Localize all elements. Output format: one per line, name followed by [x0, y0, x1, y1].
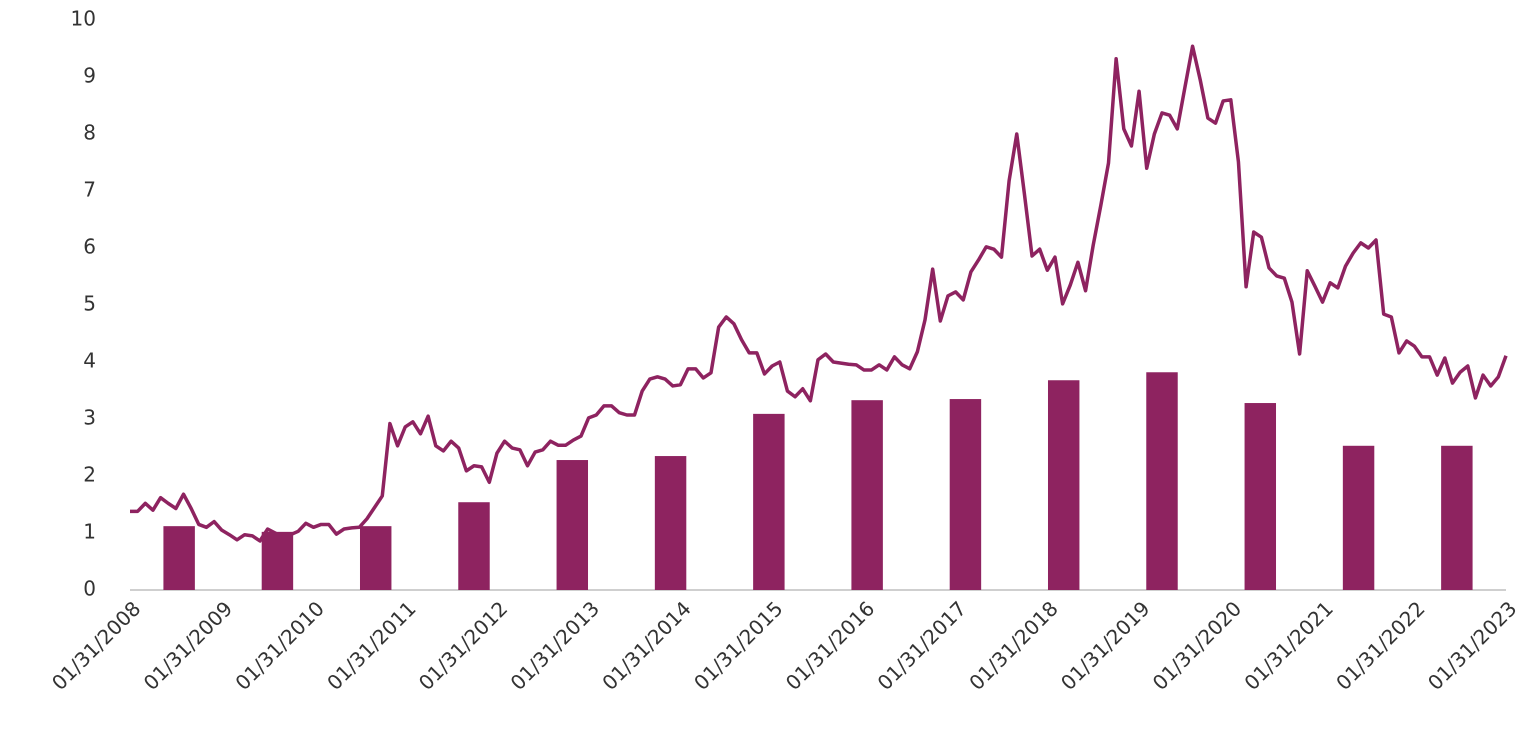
x-tick-label: 01/31/2019: [1056, 596, 1154, 694]
bar: [359, 526, 392, 590]
x-tick-label: 01/31/2022: [1331, 596, 1429, 694]
y-tick-label: 7: [83, 178, 96, 202]
y-tick-label: 0: [83, 577, 96, 601]
x-tick-label: 01/31/2020: [1148, 596, 1246, 694]
bar: [1342, 445, 1375, 590]
y-tick-label: 8: [83, 121, 96, 145]
bar: [458, 502, 490, 590]
bar: [163, 526, 195, 590]
x-tick-label: 01/31/2008: [47, 596, 145, 694]
bar: [556, 460, 589, 590]
line: [130, 44, 1508, 543]
bar: [1047, 380, 1080, 590]
x-tick-label: 01/31/2011: [322, 596, 420, 694]
x-tick-label: 01/31/2015: [689, 596, 787, 694]
bar: [1146, 372, 1178, 590]
y-tick-label: 10: [71, 7, 96, 31]
bar: [753, 413, 785, 590]
y-tick-label: 3: [83, 406, 96, 430]
y-tick-label: 4: [83, 349, 96, 373]
x-tick-label: 01/31/2016: [781, 596, 879, 694]
x-tick-label: 01/31/2012: [414, 596, 512, 694]
bar: [851, 400, 883, 590]
bar: [1244, 403, 1277, 590]
y-tick-label: 5: [83, 292, 96, 316]
y-tick-label: 6: [83, 235, 96, 259]
bar: [1441, 445, 1473, 590]
x-tick-label: 01/31/2023: [1423, 596, 1517, 694]
y-tick-label: 1: [83, 520, 96, 544]
x-tick-label: 01/31/2010: [230, 596, 328, 694]
bar: [261, 531, 294, 590]
bar: [654, 456, 687, 590]
x-tick-label: 01/31/2018: [964, 596, 1062, 694]
x-tick-label: 01/31/2013: [506, 596, 604, 694]
bar: [949, 399, 982, 590]
y-tick-label: 2: [83, 463, 96, 487]
x-tick-label: 01/31/2021: [1239, 596, 1337, 694]
y-tick-label: 9: [83, 64, 96, 88]
x-tick-label: 01/31/2017: [873, 596, 971, 694]
x-tick-label: 01/31/2009: [139, 596, 237, 694]
x-tick-label: 01/31/2014: [597, 596, 695, 694]
